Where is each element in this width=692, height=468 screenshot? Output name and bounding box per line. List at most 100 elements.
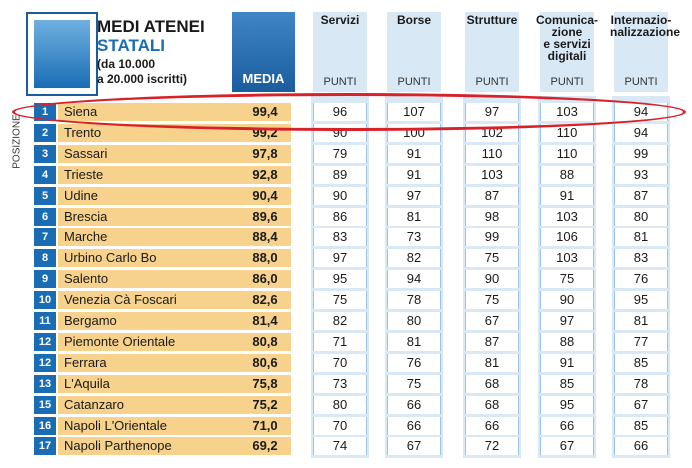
column-header-2: Borse PUNTI [387,12,441,92]
column-header-1: Servizi PUNTI [313,12,367,92]
rank-badge: 17 [34,437,56,456]
university-name: Ferrara [58,353,244,372]
score-cell: 78 [614,374,668,393]
university-name: Brescia [58,207,244,226]
university-name: Trieste [58,165,244,184]
score-cell: 79 [313,144,367,163]
column-category-label: Strutture [466,13,518,27]
table-row: 4 Trieste 92,8 89 91 103 88 93 [34,165,684,184]
media-value: 88,4 [239,228,291,247]
highlight-ellipse [12,93,686,131]
score-cell: 75 [540,270,594,289]
score-cell: 90 [465,270,519,289]
university-name: Piemonte Orientale [58,332,244,351]
media-value: 69,2 [239,437,291,456]
score-cell: 103 [465,165,519,184]
rank-badge: 13 [34,374,56,393]
rank-badge: 5 [34,186,56,205]
media-column-header: MEDIA [232,12,295,92]
score-cell: 95 [313,270,367,289]
university-name: Catanzaro [58,395,244,414]
column-category-label: Comunica- zione e servizi digitali [536,13,599,63]
table-row: 16 Napoli L'Orientale 71,0 70 66 66 66 85 [34,416,684,435]
rank-badge: 12 [34,353,56,372]
score-cell: 91 [387,165,441,184]
media-value: 86,0 [239,270,291,289]
university-name: Sassari [58,144,244,163]
score-cell: 66 [465,416,519,435]
table-row: 7 Marche 88,4 83 73 99 106 81 [34,228,684,247]
score-cell: 95 [614,291,668,310]
media-value: 80,8 [239,332,291,351]
media-value: 75,2 [239,395,291,414]
score-cell: 78 [387,291,441,310]
score-cell: 72 [465,437,519,456]
score-cell: 110 [465,144,519,163]
score-cell: 81 [387,207,441,226]
table-row: 11 Bergamo 81,4 82 80 67 97 81 [34,312,684,330]
score-cell: 90 [313,186,367,205]
score-cell: 73 [313,374,367,393]
score-cell: 82 [387,249,441,268]
score-cell: 87 [614,186,668,205]
university-logo [26,12,98,96]
column-unit-label: PUNTI [397,76,431,88]
university-name: Napoli L'Orientale [58,416,244,435]
score-cell: 75 [465,249,519,268]
title-line-1: MEDI ATENEI [97,17,205,36]
column-category-label: Borse [396,13,431,27]
building-icon [34,20,90,88]
table-row: 8 Urbino Carlo Bo 88,0 97 82 75 103 83 [34,249,684,268]
score-cell: 82 [313,312,367,330]
table-row: 17 Napoli Parthenope 69,2 74 67 72 67 66 [34,437,684,456]
table-row: 6 Brescia 89,6 86 81 98 103 80 [34,207,684,226]
rank-badge: 12 [34,332,56,351]
score-cell: 81 [614,312,668,330]
score-cell: 83 [313,228,367,247]
score-cell: 77 [614,332,668,351]
score-cell: 89 [313,165,367,184]
score-cell: 81 [614,228,668,247]
score-cell: 94 [387,270,441,289]
media-value: 82,6 [239,291,291,310]
score-cell: 80 [387,312,441,330]
score-cell: 80 [313,395,367,414]
score-cell: 94 [614,123,668,142]
media-value: 71,0 [239,416,291,435]
column-unit-label: PUNTI [624,76,658,88]
column-unit-label: PUNTI [475,76,509,88]
score-cell: 83 [614,249,668,268]
university-name: Bergamo [58,312,244,330]
table-row: 12 Ferrara 80,6 70 76 81 91 85 [34,353,684,372]
score-cell: 103 [540,249,594,268]
score-cell: 73 [387,228,441,247]
score-cell: 70 [313,353,367,372]
table-row: 13 L'Aquila 75,8 73 75 68 85 78 [34,374,684,393]
score-cell: 99 [465,228,519,247]
column-category-label: Internazio- nalizzazione [610,13,681,39]
rank-badge: 6 [34,207,56,226]
score-cell: 98 [465,207,519,226]
score-cell: 74 [313,437,367,456]
score-cell: 76 [387,353,441,372]
score-cell: 86 [313,207,367,226]
media-value: 92,8 [239,165,291,184]
table-row: 15 Catanzaro 75,2 80 66 68 95 67 [34,395,684,414]
media-value: 97,8 [239,144,291,163]
score-cell: 67 [465,312,519,330]
university-name: Urbino Carlo Bo [58,249,244,268]
column-unit-label: PUNTI [323,76,357,88]
score-cell: 75 [465,291,519,310]
table-row: 3 Sassari 97,8 79 91 110 110 99 [34,144,684,163]
score-cell: 91 [540,186,594,205]
score-cell: 91 [387,144,441,163]
rank-badge: 10 [34,291,56,310]
subtitle-line-2: a 20.000 iscritti) [97,72,188,86]
university-name: Salento [58,270,244,289]
title-line-2: STATALI [97,36,165,55]
score-cell: 66 [614,437,668,456]
media-value: 88,0 [239,249,291,268]
score-cell: 110 [540,123,594,142]
rank-badge: 7 [34,228,56,247]
table-row: 12 Piemonte Orientale 80,8 71 81 87 88 77 [34,332,684,351]
